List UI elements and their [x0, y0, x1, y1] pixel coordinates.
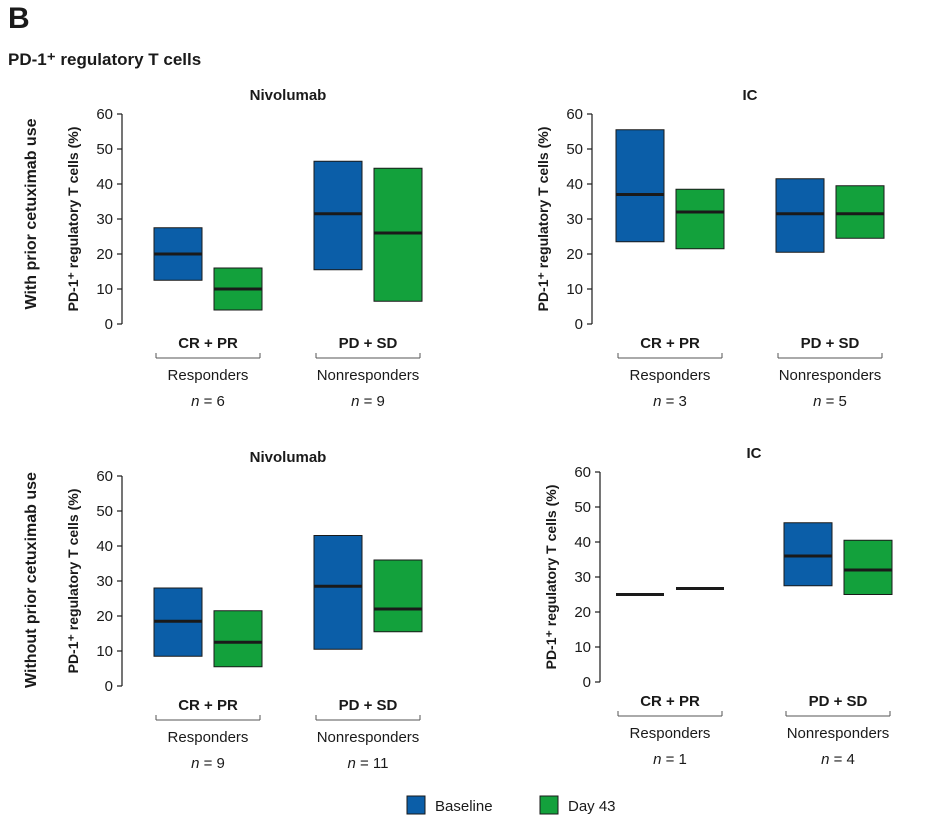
- y-tick-label: 0: [575, 316, 583, 333]
- box-baseline: [313, 160, 363, 271]
- y-tick-label: 40: [574, 534, 591, 551]
- y-tick-label: 30: [96, 211, 113, 228]
- y-tick-label: 20: [96, 246, 113, 263]
- y-tick-label: 0: [583, 674, 591, 691]
- box-day-43: [843, 539, 893, 595]
- y-tick-label: 20: [566, 246, 583, 263]
- y-tick-label: 20: [574, 604, 591, 621]
- group-label: PD + SD: [809, 693, 868, 710]
- group-n: n = 4: [821, 751, 855, 768]
- group-label: CR + PR: [178, 697, 238, 714]
- group-sublabel: Nonresponders: [787, 725, 890, 742]
- box-day-43: [675, 188, 725, 250]
- group-label: PD + SD: [339, 335, 398, 352]
- group-n: n = 3: [653, 393, 687, 410]
- group-n: n = 6: [191, 393, 225, 410]
- y-axis-label: PD-1⁺ regulatory T cells (%): [65, 127, 81, 312]
- y-tick-label: 10: [96, 643, 113, 660]
- box-day-43: [373, 559, 423, 633]
- group-label: CR + PR: [640, 693, 700, 710]
- group-sublabel: Nonresponders: [779, 367, 882, 384]
- y-tick-label: 60: [566, 106, 583, 123]
- group-n: n = 1: [653, 751, 687, 768]
- box-day-43: [213, 610, 263, 668]
- y-axis-label: PD-1⁺ regulatory T cells (%): [65, 489, 81, 674]
- y-tick-label: 50: [96, 141, 113, 158]
- row-label: Without prior cetuximab use: [23, 472, 40, 688]
- y-tick-label: 40: [566, 176, 583, 193]
- panel-letter: B: [8, 2, 30, 35]
- y-tick-label: 30: [574, 569, 591, 586]
- group-sublabel: Nonresponders: [317, 367, 420, 384]
- group-label: CR + PR: [640, 335, 700, 352]
- box-day-43: [373, 167, 423, 302]
- panel-title: Nivolumab: [250, 87, 327, 104]
- group-n: n = 11: [347, 755, 388, 772]
- panel-title: Nivolumab: [250, 449, 327, 466]
- y-tick-label: 40: [96, 538, 113, 555]
- y-axis-label: PD-1⁺ regulatory T cells (%): [543, 485, 559, 670]
- legend-label: Baseline: [435, 798, 493, 815]
- row-label: With prior cetuximab use: [23, 118, 40, 309]
- group-sublabel: Responders: [168, 729, 249, 746]
- group-sublabel: Responders: [168, 367, 249, 384]
- y-tick-label: 10: [566, 281, 583, 298]
- box-day-43: [835, 185, 885, 239]
- group-n: n = 9: [351, 393, 385, 410]
- y-tick-label: 0: [105, 316, 113, 333]
- y-tick-label: 60: [96, 468, 113, 485]
- box-baseline: [615, 129, 665, 243]
- y-tick-label: 10: [96, 281, 113, 298]
- box-baseline: [783, 522, 833, 587]
- y-tick-label: 50: [574, 499, 591, 516]
- y-axis-label: PD-1⁺ regulatory T cells (%): [535, 127, 551, 312]
- panel-title: IC: [743, 87, 758, 104]
- y-tick-label: 20: [96, 608, 113, 625]
- y-tick-label: 10: [574, 639, 591, 656]
- group-sublabel: Responders: [630, 367, 711, 384]
- group-n: n = 5: [813, 393, 847, 410]
- group-sublabel: Nonresponders: [317, 729, 420, 746]
- y-tick-label: 50: [566, 141, 583, 158]
- box-baseline: [313, 535, 363, 650]
- y-tick-label: 60: [96, 106, 113, 123]
- group-label: CR + PR: [178, 335, 238, 352]
- y-tick-label: 50: [96, 503, 113, 520]
- legend-swatch-day-43: [539, 795, 559, 815]
- box-baseline: [775, 178, 825, 253]
- y-tick-label: 30: [566, 211, 583, 228]
- group-n: n = 9: [191, 755, 225, 772]
- group-label: PD + SD: [801, 335, 860, 352]
- group-sublabel: Responders: [630, 725, 711, 742]
- y-tick-label: 0: [105, 678, 113, 695]
- figure-title: PD-1⁺ regulatory T cells: [8, 50, 202, 69]
- group-label: PD + SD: [339, 697, 398, 714]
- y-tick-label: 40: [96, 176, 113, 193]
- y-tick-label: 60: [574, 464, 591, 481]
- panel-title: IC: [747, 445, 762, 462]
- legend-swatch-baseline: [406, 795, 426, 815]
- y-tick-label: 30: [96, 573, 113, 590]
- legend-label: Day 43: [568, 798, 616, 815]
